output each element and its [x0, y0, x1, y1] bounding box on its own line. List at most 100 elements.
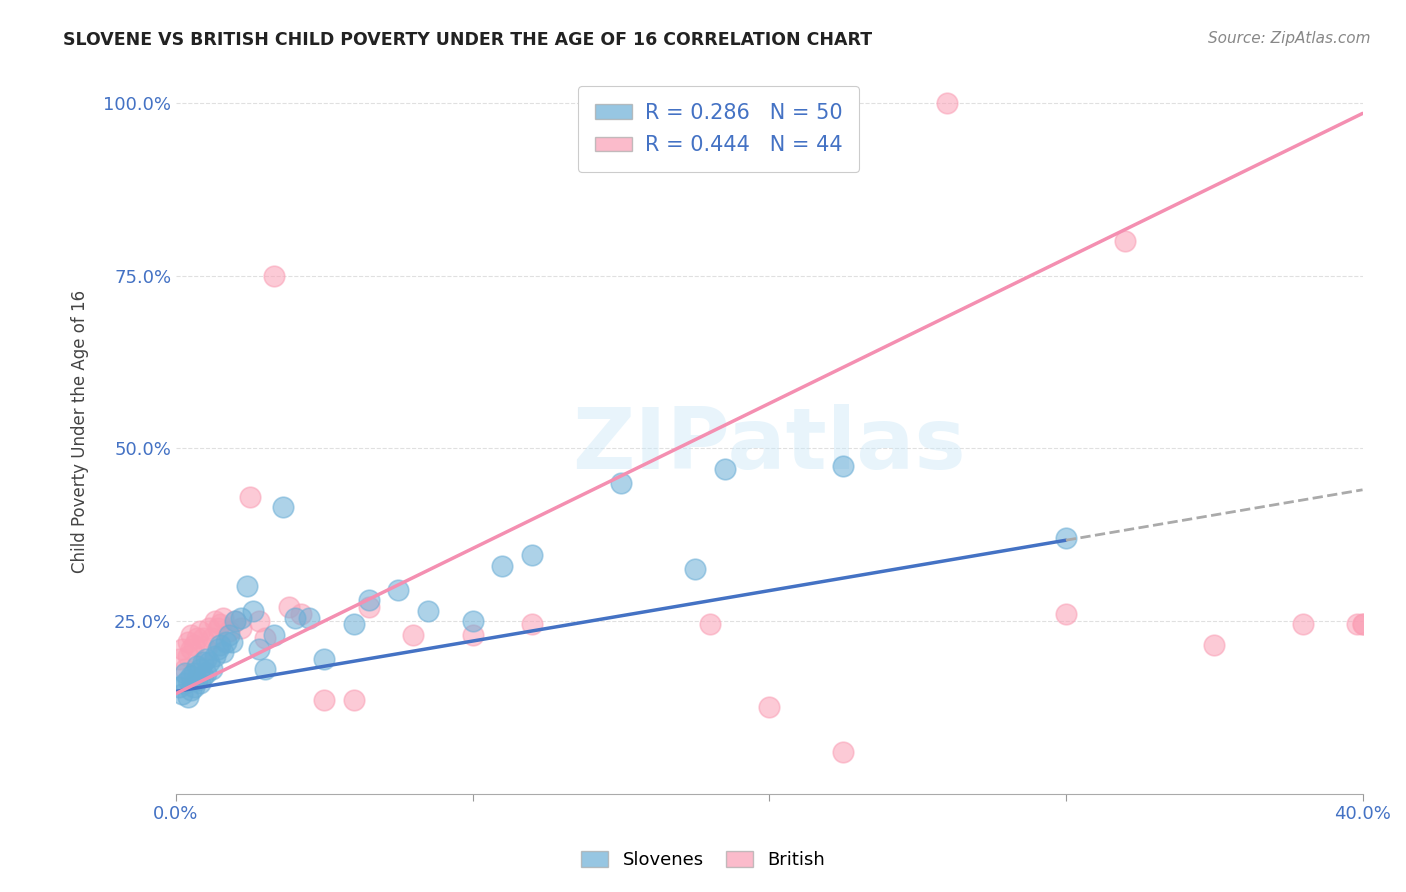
Point: [239, 490, 262, 504]
Point: [197, 621, 219, 635]
Point: [610, 475, 633, 490]
Point: [1054, 531, 1077, 545]
Point: [167, 652, 190, 666]
Legend: Slovenes, British: Slovenes, British: [572, 842, 834, 879]
Point: [314, 652, 336, 666]
Point: [177, 648, 200, 663]
Point: [191, 632, 214, 646]
Point: [1292, 617, 1315, 632]
Point: [224, 614, 246, 628]
Point: [520, 549, 543, 563]
Point: [177, 690, 200, 704]
Text: SLOVENE VS BRITISH CHILD POVERTY UNDER THE AGE OF 16 CORRELATION CHART: SLOVENE VS BRITISH CHILD POVERTY UNDER T…: [63, 31, 872, 49]
Point: [683, 562, 706, 576]
Point: [357, 593, 380, 607]
Point: [277, 600, 299, 615]
Point: [194, 641, 217, 656]
Point: [1346, 617, 1368, 632]
Point: [343, 693, 366, 707]
Point: [491, 558, 513, 573]
Point: [221, 634, 243, 648]
Point: [247, 614, 270, 628]
Point: [461, 628, 484, 642]
Point: [186, 659, 208, 673]
Point: [200, 662, 222, 676]
Point: [194, 652, 217, 666]
Point: [212, 610, 235, 624]
Point: [183, 665, 205, 680]
Point: [180, 683, 202, 698]
Point: [204, 614, 226, 628]
Point: [236, 579, 259, 593]
Point: [180, 628, 202, 642]
Point: [253, 662, 276, 676]
Point: [461, 614, 484, 628]
Point: [188, 662, 211, 676]
Point: [200, 632, 222, 646]
Point: [207, 621, 229, 635]
Point: [174, 665, 197, 680]
Point: [832, 745, 855, 759]
Point: [1351, 617, 1374, 632]
Point: [343, 617, 366, 632]
Point: [418, 604, 440, 618]
Point: [231, 621, 253, 635]
Point: [170, 687, 193, 701]
Point: [180, 669, 202, 683]
Point: [247, 641, 270, 656]
Point: [177, 673, 200, 687]
Point: [314, 693, 336, 707]
Point: [197, 656, 219, 670]
Point: [253, 632, 276, 646]
Point: [284, 610, 307, 624]
Text: ZIPatlas: ZIPatlas: [572, 404, 966, 487]
Point: [207, 641, 229, 656]
Point: [204, 648, 226, 663]
Point: [231, 610, 253, 624]
Point: [191, 656, 214, 670]
Point: [180, 641, 202, 656]
Point: [183, 680, 205, 694]
Point: [290, 607, 312, 621]
Point: [218, 624, 240, 639]
Point: [1351, 617, 1374, 632]
Point: [758, 700, 780, 714]
Point: [186, 632, 208, 646]
Point: [183, 638, 205, 652]
Point: [263, 268, 285, 283]
Point: [298, 610, 321, 624]
Point: [1204, 638, 1226, 652]
Point: [1114, 234, 1136, 248]
Point: [218, 628, 240, 642]
Point: [387, 582, 409, 597]
Point: [177, 634, 200, 648]
Point: [186, 673, 208, 687]
Legend: R = 0.286   N = 50, R = 0.444   N = 44: R = 0.286 N = 50, R = 0.444 N = 44: [578, 87, 859, 172]
Point: [188, 676, 211, 690]
Point: [209, 638, 232, 652]
Point: [212, 645, 235, 659]
Point: [174, 662, 197, 676]
Y-axis label: Child Poverty Under the Age of 16: Child Poverty Under the Age of 16: [72, 290, 89, 573]
Point: [402, 628, 425, 642]
Point: [936, 96, 959, 111]
Point: [713, 462, 735, 476]
Point: [242, 604, 264, 618]
Point: [263, 628, 285, 642]
Point: [194, 665, 217, 680]
Point: [209, 617, 232, 632]
Point: [188, 624, 211, 639]
Point: [832, 458, 855, 473]
Point: [699, 617, 721, 632]
Point: [1054, 607, 1077, 621]
Text: Source: ZipAtlas.com: Source: ZipAtlas.com: [1208, 31, 1371, 46]
Point: [224, 614, 246, 628]
Point: [167, 680, 190, 694]
Point: [215, 634, 238, 648]
Point: [170, 641, 193, 656]
Point: [357, 600, 380, 615]
Point: [271, 500, 294, 514]
Point: [520, 617, 543, 632]
Point: [191, 669, 214, 683]
Point: [174, 676, 197, 690]
